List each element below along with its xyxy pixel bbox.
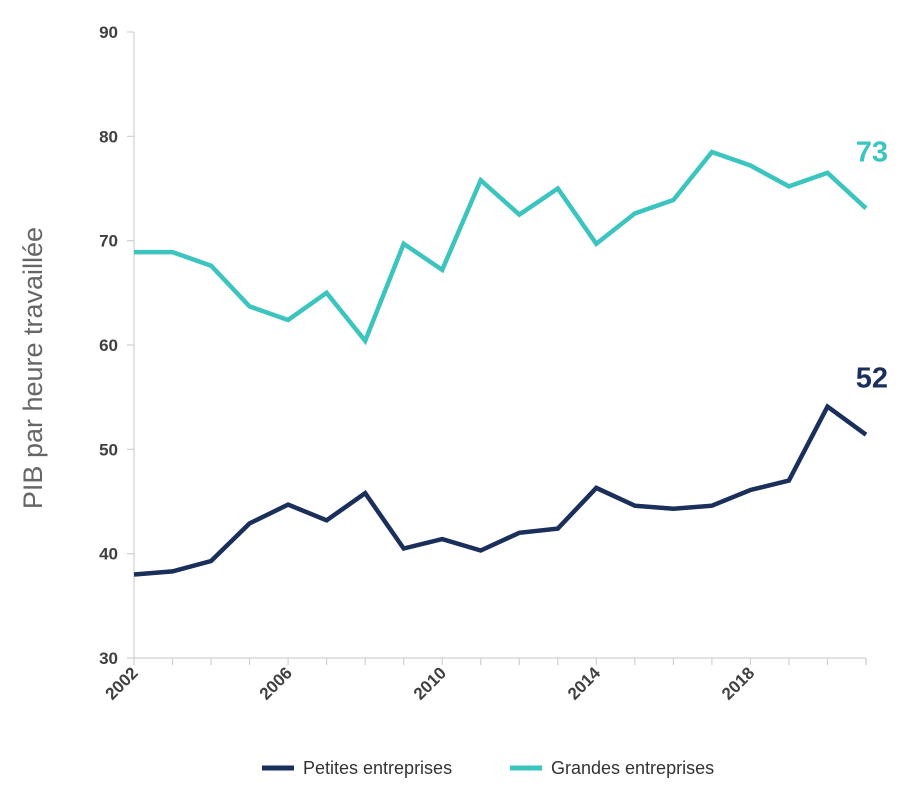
y-tick-label: 50 [99,440,118,459]
series-line-grandes-entreprises [134,149,868,346]
y-axis: 30 40 50 60 70 80 90 [99,23,135,668]
x-tick-label: 2010 [410,663,450,703]
y-axis-title: PIB par heure travaillée [18,227,48,509]
y-tick-label: 70 [99,232,118,251]
legend: Petites entreprises Grandes entreprises [262,758,714,778]
series-line-petites-entreprises [133,403,868,577]
x-tick-label: 2014 [564,663,605,704]
x-tick-label: 2002 [102,663,142,703]
x-tick-label: 2006 [256,663,296,703]
end-value-label: 73 [856,136,888,168]
x-axis: 2002 2006 2010 2014 2018 [102,657,867,704]
legend-label: Petites entreprises [303,758,452,778]
end-labels: 52 73 [856,136,888,394]
y-tick-label: 60 [99,336,118,355]
y-tick-label: 30 [99,649,118,668]
end-value-label: 52 [856,363,888,395]
y-tick-label: 80 [99,127,118,146]
series-lines [133,149,868,577]
legend-label: Grandes entreprises [551,758,714,778]
x-tick-label: 2018 [718,663,758,703]
y-tick-label: 40 [99,545,118,564]
y-tick-label: 90 [99,23,118,42]
